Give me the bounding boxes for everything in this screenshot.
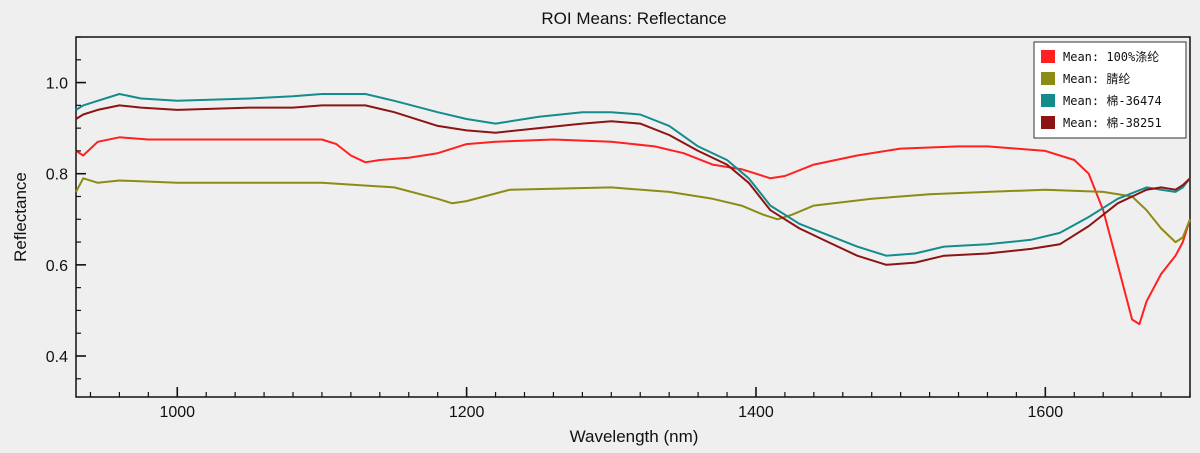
legend-swatch-3 xyxy=(1041,94,1055,107)
legend-swatch-2 xyxy=(1041,72,1055,85)
plot-area xyxy=(75,36,1191,398)
y-tick-label: 0.6 xyxy=(46,258,68,275)
series-line-4 xyxy=(75,104,1191,266)
legend-label-2: Mean: 腈纶 xyxy=(1063,72,1130,86)
x-tick-label: 1200 xyxy=(449,404,485,421)
series-line-1 xyxy=(75,136,1191,326)
x-axis-label: Wavelength (nm) xyxy=(570,427,699,446)
y-axis-label: Reflectance xyxy=(11,172,30,262)
legend-swatch-1 xyxy=(1041,50,1055,63)
legend-label-3: Mean: 棉-36474 xyxy=(1063,94,1162,108)
x-axis: 1000 1200 1400 1600 xyxy=(89,387,1191,421)
series-group xyxy=(75,93,1191,326)
y-axis: 0.4 0.6 0.8 1.0 xyxy=(46,36,86,380)
legend-box xyxy=(1033,41,1187,139)
legend-label-1: Mean: 100%涤纶 xyxy=(1063,50,1159,64)
legend-swatch-4 xyxy=(1041,116,1055,129)
x-tick-label: 1000 xyxy=(159,404,195,421)
x-tick-label: 1400 xyxy=(738,404,774,421)
chart-title: ROI Means: Reflectance xyxy=(541,9,726,28)
legend: Mean: 100%涤纶 Mean: 腈纶 Mean: 棉-36474 Mean: 棉… xyxy=(1033,41,1187,139)
y-tick-label: 1.0 xyxy=(46,76,68,93)
series-line-3 xyxy=(75,93,1191,257)
y-tick-label: 0.4 xyxy=(46,349,68,366)
legend-label-4: Mean: 棉-38251 xyxy=(1063,116,1162,130)
y-tick-label: 0.8 xyxy=(46,167,68,184)
x-tick-label: 1600 xyxy=(1028,404,1064,421)
